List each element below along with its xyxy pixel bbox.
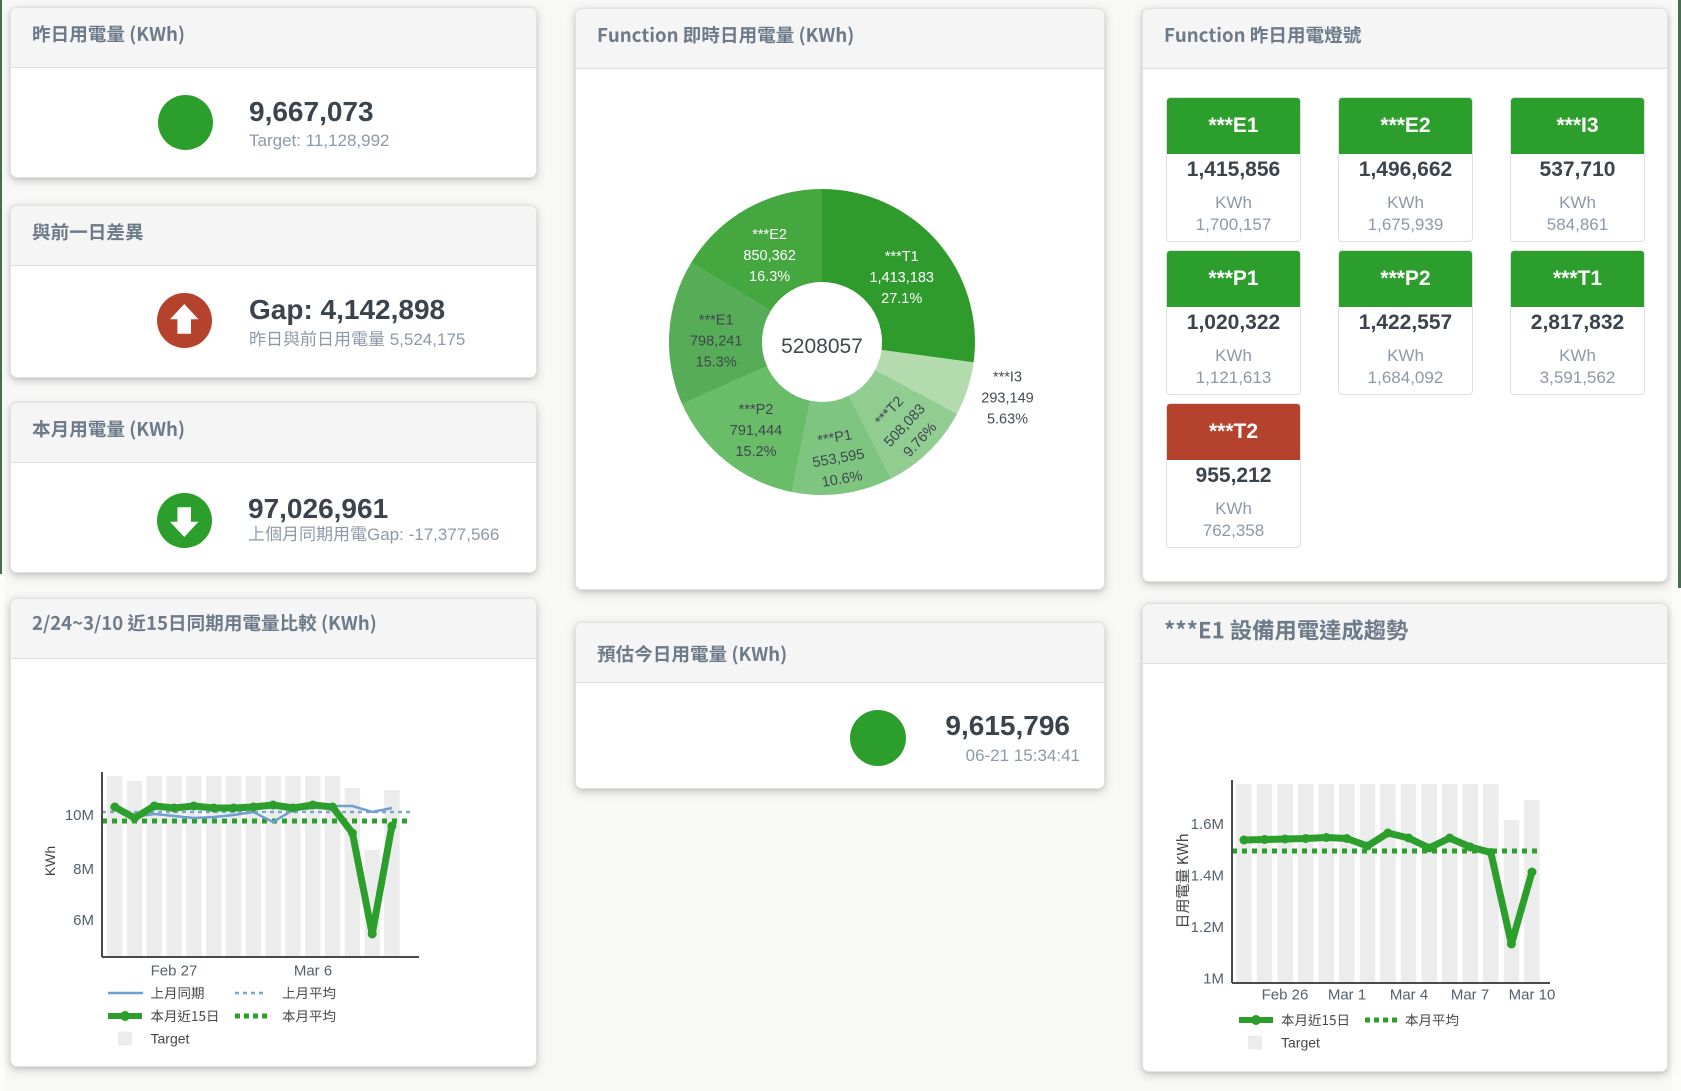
svg-text:Feb 26: Feb 26 [1262, 987, 1309, 1004]
svg-text:5.63%: 5.63% [987, 412, 1028, 428]
svg-text:***E1: ***E1 [699, 313, 734, 329]
svg-text:Mar 7: Mar 7 [1451, 987, 1489, 1004]
svg-text:1.4M: 1.4M [1191, 868, 1224, 885]
svg-text:15.3%: 15.3% [696, 355, 737, 371]
svg-text:15.2%: 15.2% [735, 444, 776, 460]
svg-text:850,362: 850,362 [743, 248, 795, 264]
svg-text:Feb 27: Feb 27 [151, 963, 198, 980]
svg-text:10M: 10M [65, 807, 94, 824]
svg-text:1M: 1M [1203, 971, 1224, 988]
svg-text:***P1: ***P1 [816, 427, 853, 449]
svg-text:1.6M: 1.6M [1191, 816, 1224, 833]
svg-text:27.1%: 27.1% [881, 291, 922, 307]
svg-text:5208057: 5208057 [781, 335, 863, 358]
svg-text:Mar 10: Mar 10 [1509, 987, 1556, 1004]
svg-text:798,241: 798,241 [690, 334, 742, 350]
svg-text:***I3: ***I3 [993, 370, 1022, 386]
svg-text:***P2: ***P2 [739, 402, 774, 418]
svg-text:Mar 6: Mar 6 [294, 963, 332, 980]
svg-text:1,413,183: 1,413,183 [869, 270, 934, 286]
svg-text:Mar 4: Mar 4 [1390, 987, 1428, 1004]
svg-text:10.6%: 10.6% [821, 468, 864, 491]
svg-text:Target: Target [1281, 1035, 1320, 1051]
svg-text:293,149: 293,149 [981, 391, 1033, 407]
svg-text:6M: 6M [73, 912, 94, 929]
svg-text:***T1: ***T1 [885, 249, 919, 265]
svg-text:Target: Target [151, 1031, 190, 1047]
svg-text:8M: 8M [73, 861, 94, 878]
svg-text:1.2M: 1.2M [1191, 919, 1224, 936]
svg-text:Mar 1: Mar 1 [1328, 987, 1366, 1004]
svg-text:791,444: 791,444 [730, 423, 782, 439]
svg-text:***E2: ***E2 [752, 227, 787, 243]
svg-text:KWh: KWh [42, 846, 58, 876]
svg-text:16.3%: 16.3% [749, 269, 790, 285]
